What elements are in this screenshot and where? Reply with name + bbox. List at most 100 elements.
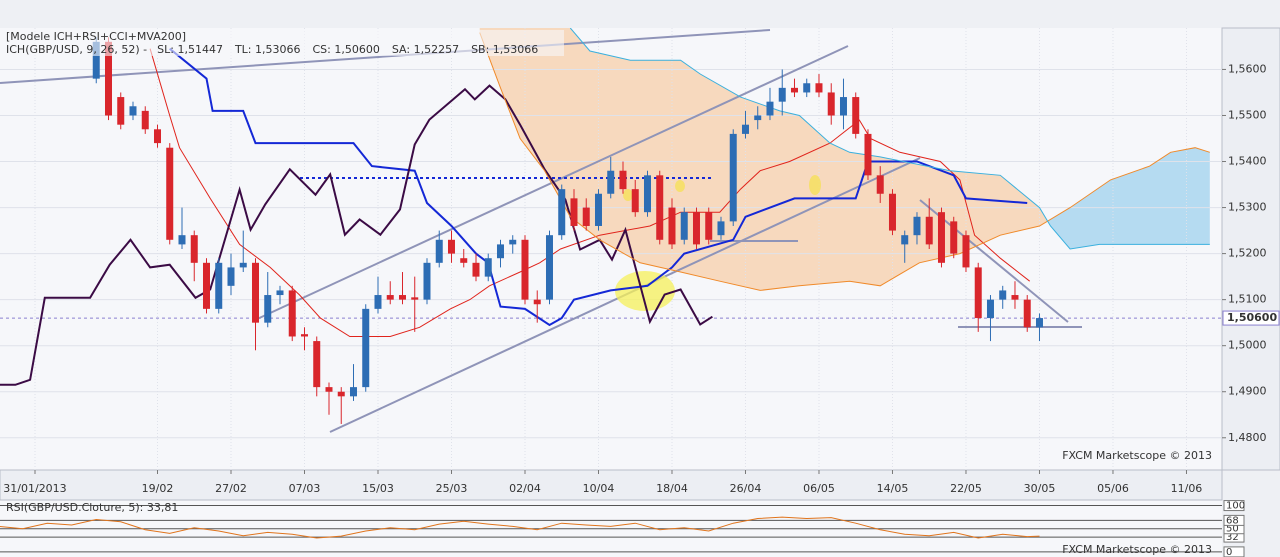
y-tick-label: 68 [1226, 515, 1239, 526]
rsi-title: RSI(GBP/USD.Cloture, 5): 33,81 [6, 501, 178, 514]
candle-body [509, 239, 517, 245]
candle-body [815, 83, 823, 93]
candle-body [533, 299, 541, 305]
candle-body [104, 41, 112, 116]
candle-body [484, 258, 492, 277]
x-tick-label: 25/03 [436, 482, 468, 495]
highlight [623, 189, 633, 201]
candle-body [962, 235, 970, 268]
candle-body [92, 41, 100, 79]
y-tick-label: 0 [1226, 547, 1232, 557]
y-tick-label: 1,4800 [1228, 431, 1267, 444]
candle-body [227, 267, 235, 286]
candle-body [864, 133, 872, 176]
candle-body [901, 235, 909, 245]
candle-body [472, 262, 480, 277]
candle-body [117, 97, 125, 125]
x-tick-label: 02/04 [509, 482, 541, 495]
candle-body [447, 239, 455, 254]
candle-body [398, 295, 406, 300]
candle-body [950, 221, 958, 254]
candle-body [717, 221, 725, 236]
y-tick-label: 1,4900 [1228, 385, 1267, 398]
legend-entry: SB: 1,53066 [471, 43, 538, 56]
candle-body [852, 97, 860, 134]
y-tick-label: 32 [1226, 532, 1239, 543]
y-tick-label: 50 [1226, 524, 1239, 535]
legend-entry: TL: 1,53066 [234, 43, 301, 56]
candle-body [558, 189, 566, 236]
candle-body [300, 334, 308, 337]
candle-body [460, 258, 468, 263]
highlight [675, 180, 685, 192]
x-tick-label: 11/06 [1171, 482, 1203, 495]
candle-body [729, 133, 737, 222]
indicator-line [149, 48, 1031, 337]
candle-body [411, 297, 419, 300]
candle-body [288, 290, 296, 337]
candle-body [803, 83, 811, 93]
candle-body [1011, 295, 1019, 300]
x-tick-label: 07/03 [289, 482, 321, 495]
candle-body [239, 262, 247, 268]
header-bg [4, 30, 564, 56]
indicator-line [569, 28, 1210, 250]
candle-body [496, 244, 504, 259]
candle-body [778, 87, 786, 102]
indicator-line [169, 47, 1028, 327]
x-tick-label: 19/02 [142, 482, 174, 495]
candle-body [974, 267, 982, 319]
y-tick-label: 1,5400 [1228, 155, 1267, 168]
y-tick-label: 1,5300 [1228, 201, 1267, 214]
candle-body [325, 387, 333, 392]
candle-body [435, 239, 443, 263]
x-tick-label: 14/05 [877, 482, 909, 495]
y-tick-box [1223, 514, 1245, 526]
y-tick-label: 1,5100 [1228, 293, 1267, 306]
candle-body [839, 97, 847, 116]
watermark: FXCM Marketscope © 2013 [1062, 543, 1212, 556]
candle-body [999, 290, 1007, 300]
watermark: FXCM Marketscope © 2013 [1062, 449, 1212, 462]
candle-body [1035, 318, 1043, 328]
candle-body [362, 308, 370, 388]
x-tick-label: 22/05 [950, 482, 982, 495]
x-tick-label: 27/02 [215, 482, 247, 495]
y-tick-label: 100 [1226, 501, 1245, 512]
candle-body [754, 115, 762, 121]
candle-body [178, 235, 186, 245]
last-price-box [1222, 310, 1280, 326]
candle-body [692, 212, 700, 245]
x-tick-label: 26/04 [730, 482, 762, 495]
candle-body [827, 92, 835, 116]
x-axis-panel [0, 469, 1223, 501]
last-price-label: 1,50600 [1227, 311, 1277, 324]
candle-body [913, 216, 921, 236]
candle-body [202, 262, 210, 309]
y-axis-panel [1221, 27, 1280, 471]
chart-subtitle: ICH(GBP/USD, 9, 26, 52) - [6, 43, 147, 56]
trend-line [0, 29, 771, 84]
cloud [1048, 147, 1210, 249]
legend-entry: SA: 1,52257 [392, 43, 459, 56]
candle-body [349, 387, 357, 397]
candle-body [337, 391, 345, 397]
candle-body [656, 175, 664, 240]
x-tick-label: 30/05 [1024, 482, 1056, 495]
candle-body [570, 198, 578, 226]
candle-body [545, 235, 553, 300]
candle-body [521, 239, 529, 300]
candle-body [374, 295, 382, 309]
legend-entry: SL: 1,51447 [157, 43, 223, 56]
candle-body [251, 262, 259, 323]
candle-body [680, 212, 688, 240]
candle-body [153, 129, 161, 144]
candle-body [766, 101, 774, 116]
candle-body [631, 189, 639, 213]
candle-body [619, 170, 627, 190]
highlight [809, 175, 821, 195]
candle-body [986, 299, 994, 319]
legend-entry: CS: 1,50600 [313, 43, 380, 56]
candle-body [386, 295, 394, 300]
